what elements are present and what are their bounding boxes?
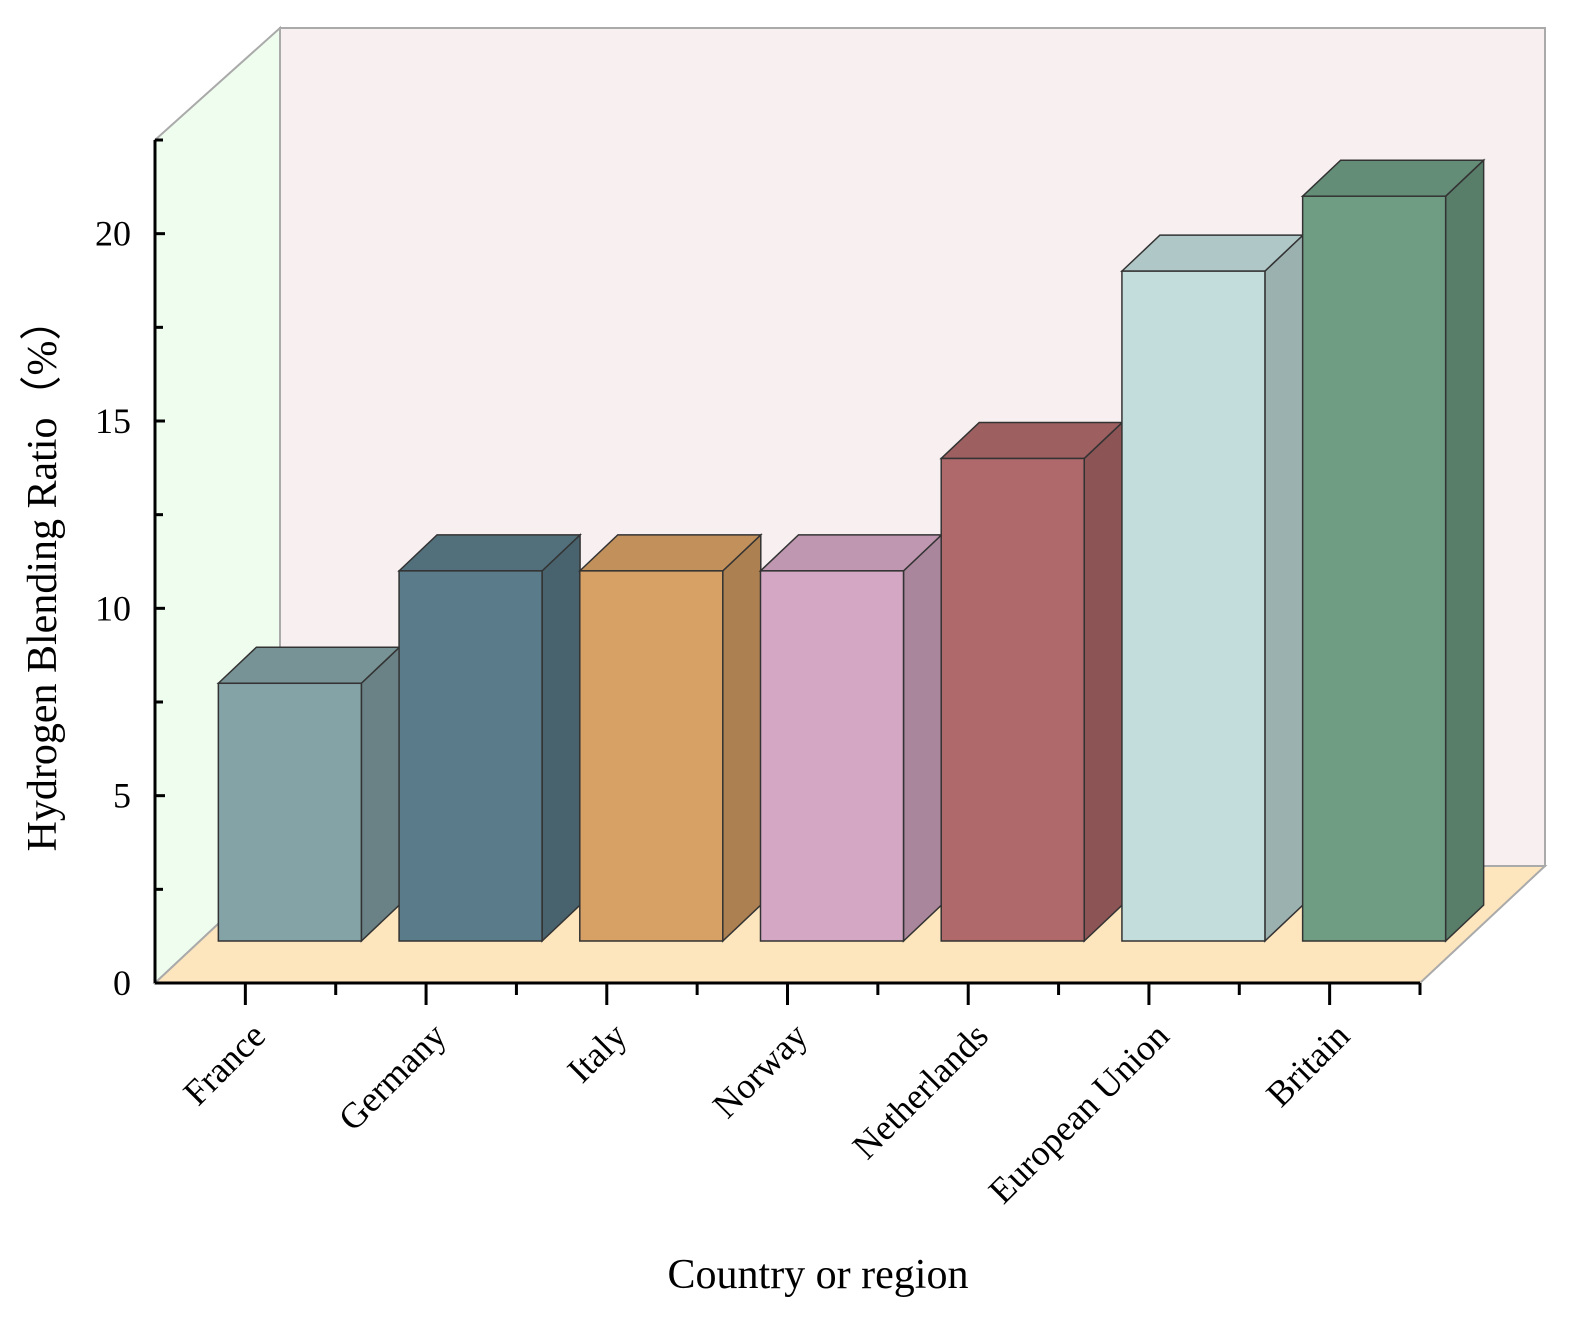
x-tick-label: Netherlands [845, 1015, 996, 1166]
bar-side [1264, 233, 1304, 943]
x-tick-label: Italy [560, 1015, 635, 1090]
y-tick-label: 5 [113, 776, 131, 816]
bars [216, 158, 1486, 943]
bar [940, 457, 1085, 942]
y-tick-label: 15 [95, 401, 131, 441]
bar-side [722, 533, 762, 943]
y-tick-label: 20 [95, 214, 131, 254]
x-tick-label: Norway [705, 1015, 815, 1125]
x-axis-label: Country or region [668, 1252, 969, 1298]
x-tick-label: France [175, 1015, 273, 1113]
bar [759, 570, 905, 942]
x-tick-label: Britain [1258, 1015, 1357, 1114]
bar-side [541, 533, 581, 943]
y-axis-label: Hydrogen Blending Ratio（%） [20, 299, 66, 852]
bar [217, 682, 363, 942]
bar [1301, 195, 1447, 942]
bar [1121, 270, 1266, 942]
y-tick-label: 10 [95, 588, 131, 628]
y-tick-label: 0 [113, 963, 131, 1003]
bar [579, 570, 724, 942]
bar-side [1083, 420, 1123, 943]
bar-side [1444, 158, 1485, 943]
x-tick-label: Germany [331, 1015, 454, 1138]
x-tick-label: European Union [981, 1015, 1177, 1211]
bar-side [360, 645, 401, 943]
bar-side [902, 533, 943, 943]
bar [398, 570, 543, 942]
